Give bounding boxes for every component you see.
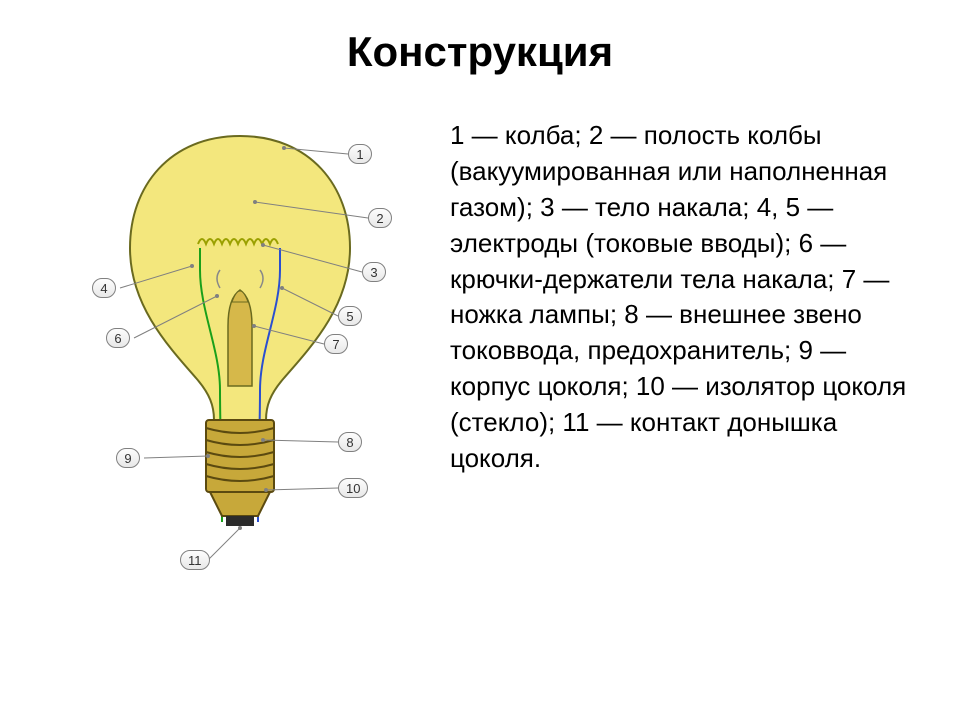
label-3: 3 [362, 262, 386, 282]
page: Конструкция 1 2 3 4 5 6 7 8 9 10 11 1 — колба; 2 —… [0, 0, 960, 720]
label-10: 10 [338, 478, 368, 498]
label-4: 4 [92, 278, 116, 298]
bulb-svg [70, 130, 430, 640]
label-6: 6 [106, 328, 130, 348]
label-9: 9 [116, 448, 140, 468]
label-7: 7 [324, 334, 348, 354]
label-8: 8 [338, 432, 362, 452]
label-5: 5 [338, 306, 362, 326]
page-title: Конструкция [0, 28, 960, 76]
label-1: 1 [348, 144, 372, 164]
bulb-diagram: 1 2 3 4 5 6 7 8 9 10 11 [70, 130, 430, 640]
legend-text: 1 — колба; 2 — полость колбы (вакуумиров… [450, 118, 920, 477]
label-2: 2 [368, 208, 392, 228]
label-11: 11 [180, 550, 210, 570]
